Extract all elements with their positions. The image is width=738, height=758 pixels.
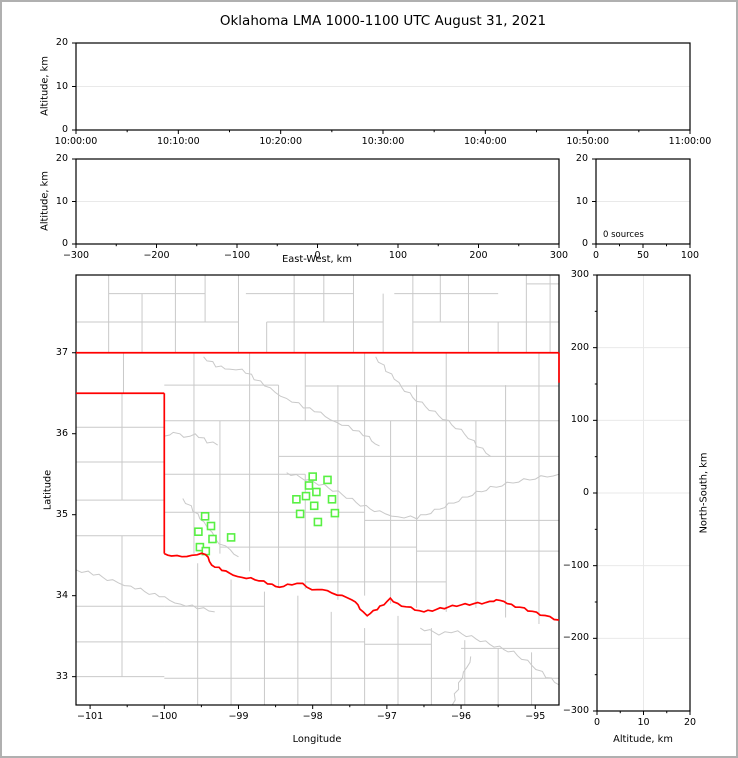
histogram-xtick-label: 0 <box>592 250 600 261</box>
sources-count-annotation: 0 sources <box>603 230 644 240</box>
map-ytick-label: 35 <box>55 508 68 520</box>
map-xtick-label: −98 <box>302 711 323 722</box>
map-ytick-label: 37 <box>55 346 68 358</box>
ew-panel-xlabel: East-West, km <box>282 254 352 265</box>
lma-station-markers <box>194 472 340 556</box>
time-panel-ytick-label: 10 <box>55 80 68 92</box>
ns-panel-ytick-label: 100 <box>570 414 589 426</box>
map-panel <box>75 274 560 706</box>
map-ytick-label: 36 <box>55 427 68 439</box>
lma-station-square <box>304 481 314 490</box>
ew-panel-xtick-label: 200 <box>469 250 488 261</box>
ns-panel-ytick-label: −200 <box>562 632 589 644</box>
oklahoma-state-border <box>76 351 560 621</box>
ns-panel-ytick-label: −300 <box>562 705 589 716</box>
map-xtick-label: −101 <box>77 711 104 722</box>
ns-panel-ytick-label: 0 <box>582 487 589 498</box>
red-river-border <box>163 552 560 621</box>
lma-station-square <box>330 508 340 518</box>
lma-station-square <box>323 475 332 485</box>
ew-panel-xtick-label: 100 <box>388 250 408 261</box>
map-county-lines <box>76 275 559 705</box>
ns-panel-ytick-label: 300 <box>570 269 589 280</box>
histogram-ytick-label: 20 <box>575 153 588 164</box>
lma-station-square <box>308 472 318 481</box>
lma-station-square <box>312 487 321 497</box>
histogram-xtick-label: 50 <box>636 250 650 261</box>
ew-panel-xtick-label: 300 <box>549 250 569 261</box>
map-ytick-label: 34 <box>55 589 68 601</box>
lma-station-square <box>200 511 210 521</box>
map-river-lines <box>76 356 559 705</box>
ew-panel-ytick-label: 0 <box>61 238 68 249</box>
map-xlabel: Longitude <box>292 734 342 745</box>
time-panel-xtick-label: 11:00:00 <box>668 136 712 147</box>
time-panel-xtick-label: 10:20:00 <box>259 136 302 147</box>
ns-panel-ytick-label: 200 <box>570 341 589 353</box>
lma-station-square <box>301 491 311 501</box>
lma-station-square <box>327 494 337 504</box>
lma-station-square <box>313 517 323 527</box>
histogram-ytick-label: 0 <box>581 238 588 249</box>
time-panel-xtick-label: 10:50:00 <box>566 136 609 147</box>
map-layers <box>76 275 559 705</box>
ew-panel-xtick-label: −100 <box>223 250 251 261</box>
map-xtick-label: −97 <box>376 711 397 722</box>
lma-station-square <box>206 521 216 531</box>
figure-title: Oklahoma LMA 1000-1100 UTC August 31, 20… <box>219 13 547 29</box>
time-panel-xtick-label: 10:00:00 <box>54 136 98 147</box>
time-panel-xtick-label: 10:40:00 <box>463 136 507 147</box>
lma-station-square <box>292 494 301 504</box>
map-xtick-label: −96 <box>451 711 472 722</box>
time-panel-ytick-label: 0 <box>61 124 68 135</box>
map-xtick-label: −100 <box>151 711 178 722</box>
lma-station-square <box>309 501 319 511</box>
ns-panel-xtick-label: 20 <box>683 717 697 728</box>
ew-panel-xtick-label: −200 <box>143 250 170 261</box>
histogram-xtick-label: 100 <box>680 250 700 261</box>
ns-panel-xtick-label: 10 <box>637 717 650 728</box>
time-panel-xtick-label: 10:30:00 <box>361 136 405 147</box>
ns-panel-ytick-label: −100 <box>562 559 589 571</box>
time-panel-ytick-label: 20 <box>55 37 68 48</box>
ew-panel-ytick-label: 20 <box>55 153 68 164</box>
ns-panel-ylabel: North-South, km <box>698 452 710 534</box>
ew-panel-ytick-label: 10 <box>55 195 68 207</box>
map-xtick-label: −99 <box>228 711 249 722</box>
lma-station-square <box>208 534 217 544</box>
ns-panel-xtick-label: 0 <box>593 717 601 728</box>
lma-station-square <box>226 533 236 542</box>
ew-panel-xtick-label: 0 <box>314 250 321 261</box>
ew-panel-xtick-label: −300 <box>62 250 90 261</box>
lma-station-square <box>194 527 203 537</box>
map-ylabel: Latitude <box>42 469 54 511</box>
histogram-ytick-label: 10 <box>575 195 588 207</box>
time-panel-xtick-label: 10:10:00 <box>156 136 200 147</box>
map-ytick-label: 33 <box>55 670 68 682</box>
ns-panel-xlabel: Altitude, km <box>613 734 673 745</box>
lma-station-square <box>295 509 305 519</box>
map-xtick-label: −95 <box>525 711 546 722</box>
